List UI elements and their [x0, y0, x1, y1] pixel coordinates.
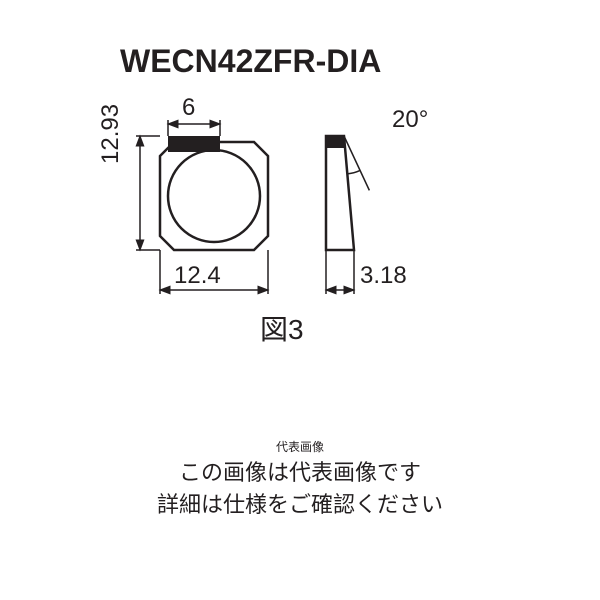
dim-bottom-width: 12.4 — [174, 262, 221, 290]
dim-side-thick: 3.18 — [360, 262, 407, 290]
caption-block: 代表画像 この画像は代表画像です 詳細は仕様をご確認ください — [0, 438, 600, 519]
caption-line1: この画像は代表画像です — [0, 455, 600, 487]
figure-label: 図3 — [260, 308, 304, 348]
caption-line2: 詳細は仕様をご確認ください — [0, 487, 600, 519]
caption-small: 代表画像 — [0, 438, 600, 455]
dim-height: 12.93 — [97, 104, 125, 164]
dim-angle: 20° — [392, 106, 428, 134]
dim-top-width: 6 — [182, 94, 195, 122]
